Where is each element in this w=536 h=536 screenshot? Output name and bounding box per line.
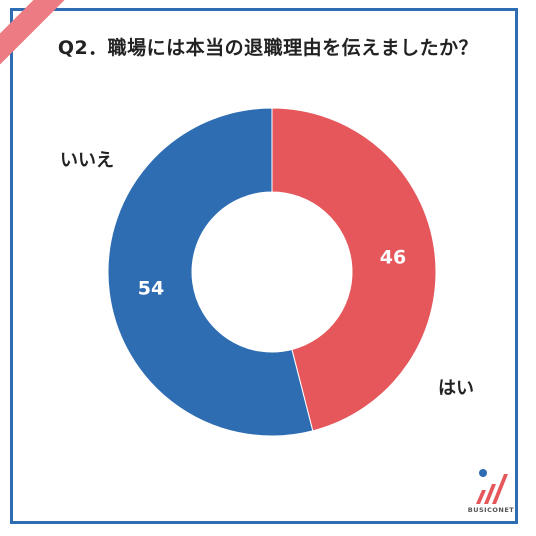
logo-text: BUSICONET	[467, 506, 515, 514]
logo-mark-icon	[476, 469, 508, 504]
data-label-1: 54	[138, 277, 164, 299]
category-label-no: いいえ	[60, 150, 114, 171]
data-label-0: 46	[380, 247, 406, 269]
donut-slice-0	[271, 107, 437, 432]
donut-slice-1	[107, 107, 314, 437]
chart-title: Q2．職場には本当の退職理由を伝えましたか？	[57, 37, 479, 59]
chart-frame	[10, 8, 518, 524]
category-label-yes: はい	[438, 378, 474, 399]
busiconet-logo: BUSICONET	[466, 466, 516, 518]
